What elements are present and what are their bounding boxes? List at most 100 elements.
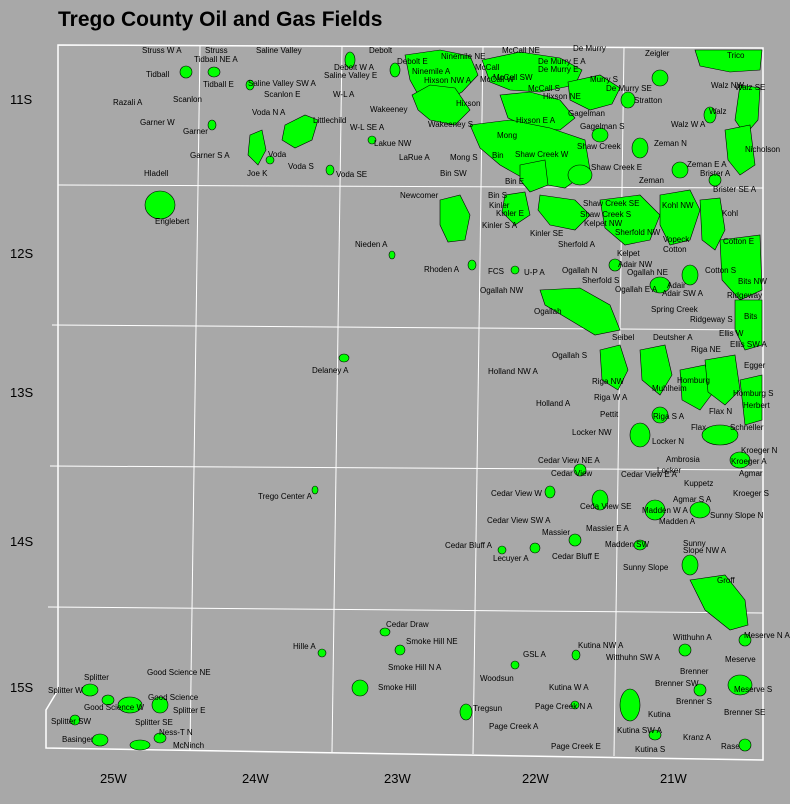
field-label: Bits NW <box>738 277 767 286</box>
field-label: Witthuhn SW A <box>606 653 660 662</box>
field-label: Holland A <box>536 399 571 408</box>
field-polygon <box>591 127 609 143</box>
field-polygon <box>573 463 587 477</box>
field-label: Adair SW A <box>662 289 704 298</box>
field-label: Ogallah NE <box>627 268 668 277</box>
field-label: Page Creek E <box>551 742 601 751</box>
field-label: Kroeger N <box>741 446 778 455</box>
field-polygon <box>704 354 741 406</box>
field-label: Saline Valley SW A <box>248 79 317 88</box>
field-label: Massier E A <box>586 524 629 533</box>
field-polygon <box>207 66 221 78</box>
field-label: Kelpet <box>617 249 640 258</box>
row-label: 12S <box>10 246 33 261</box>
field-label: Ridgeway <box>727 291 762 300</box>
field-polygon <box>459 703 473 721</box>
township-grid <box>47 45 764 757</box>
field-label: Ninemile NE <box>441 52 485 61</box>
field-label: Kutina SW A <box>617 726 663 735</box>
field-polygon <box>724 124 756 176</box>
field-label: Saline Valley <box>256 46 302 55</box>
field-label: Ninemile A <box>412 67 451 76</box>
field-label: Meserve <box>725 655 756 664</box>
field-polygon <box>529 542 541 554</box>
field-label: McCall S <box>528 84 560 93</box>
field-label: McNinch <box>173 741 204 750</box>
field-label: Kutina <box>648 710 671 719</box>
field-label: Groff <box>717 576 735 585</box>
field-label: Kinler E <box>496 209 524 218</box>
field-label: Struss <box>205 46 228 55</box>
field-label: Zeigler <box>645 49 670 58</box>
field-polygon <box>247 129 267 166</box>
row-label: 13S <box>10 385 33 400</box>
field-label: Struss W A <box>142 46 182 55</box>
field-label: Bin S <box>488 191 507 200</box>
field-label: Kinler S A <box>482 221 518 230</box>
field-label: Ellis SW A <box>730 340 768 349</box>
field-label: Cedar View E A <box>621 470 678 479</box>
field-polygon <box>567 74 621 111</box>
column-label: 23W <box>384 771 411 786</box>
field-label: Shaw Creek E <box>591 163 642 172</box>
field-label: Hladell <box>144 169 169 178</box>
field-label: Brister SE A <box>713 185 757 194</box>
field-label: Garner W <box>140 118 175 127</box>
field-label: Shaw Creek S <box>580 210 631 219</box>
field-label: Murry S <box>590 75 618 84</box>
field-label: Adair <box>667 281 686 290</box>
field-label: Cedar View SW A <box>487 516 551 525</box>
field-label: Kutina NW A <box>578 641 624 650</box>
field-label: W-L A <box>333 90 355 99</box>
field-label: Walz <box>709 107 726 116</box>
field-label: LaRue A <box>399 153 430 162</box>
field-polygon <box>344 51 356 69</box>
field-label: Newcomer <box>400 191 439 200</box>
field-label: Brenner S <box>676 697 712 706</box>
field-polygon <box>567 164 593 186</box>
field-label: Splitter W <box>48 686 83 695</box>
field-label: Kuppetz <box>684 479 713 488</box>
field-label: Debolt W A <box>334 63 375 72</box>
field-label: Rase <box>721 742 740 751</box>
field-label: Walz SE <box>735 83 765 92</box>
field-polygon <box>694 49 763 73</box>
field-label: Spring Creek <box>651 305 699 314</box>
field-label: Kutina W A <box>549 683 589 692</box>
field-label: Garner S A <box>190 151 230 160</box>
field-label: Wakeeney <box>370 105 408 114</box>
field-label: Flax <box>691 423 706 432</box>
field-polygon <box>325 164 335 176</box>
field-label: Holland NW A <box>488 367 538 376</box>
field-label: Sherfold A <box>558 240 596 249</box>
field-label: Slope NW A <box>683 546 727 555</box>
field-label: Kutina S <box>635 745 665 754</box>
field-polygon <box>681 554 699 576</box>
field-label: Sunny <box>683 539 706 548</box>
field-label: Splitter SW <box>51 717 91 726</box>
column-label: 22W <box>522 771 549 786</box>
field-label: Shaw Creek W <box>515 150 569 159</box>
field-polygon <box>439 194 471 243</box>
field-polygon <box>101 694 115 706</box>
field-label: Kinler <box>489 201 510 210</box>
field-polygon <box>651 69 669 87</box>
field-polygon <box>701 424 739 446</box>
field-label: Cedar View NE A <box>538 456 600 465</box>
field-polygon <box>245 79 255 91</box>
field-label: Cedar Draw <box>386 620 429 629</box>
field-polygon <box>311 485 319 495</box>
field-label: Walz NW <box>711 81 744 90</box>
column-labels: 25W 24W 23W 22W 21W <box>100 771 687 786</box>
field-polygon <box>69 714 81 726</box>
field-polygon <box>129 739 151 751</box>
field-polygon <box>389 62 401 78</box>
field-polygon <box>117 696 143 714</box>
field-label: Adair NW <box>618 260 653 269</box>
row-labels: 11S 12S 13S 14S 15S <box>10 92 33 695</box>
field-polygon <box>639 344 673 396</box>
field-label: Sherfold S <box>582 276 619 285</box>
county-border <box>45 44 764 761</box>
field-polygon <box>693 683 707 697</box>
